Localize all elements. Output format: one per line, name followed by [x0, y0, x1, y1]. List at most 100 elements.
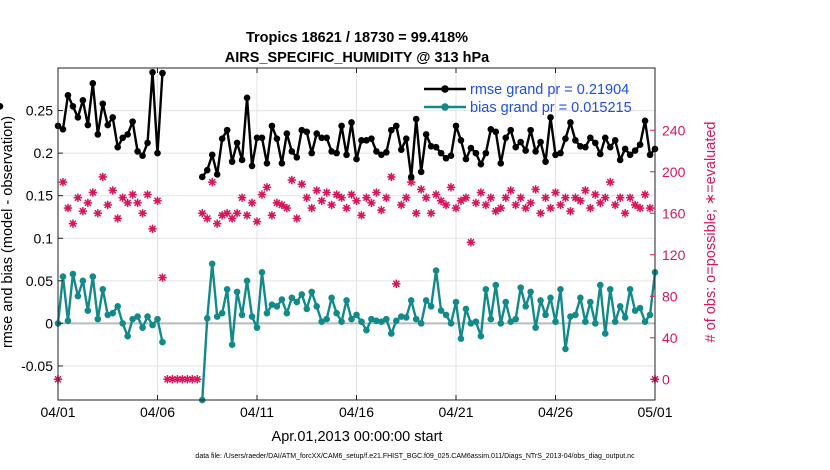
- obs-count-marker: [471, 198, 481, 208]
- rmse-point: [497, 160, 505, 167]
- rmse-point: [477, 160, 485, 168]
- obs-count-marker: [446, 183, 456, 192]
- obs-count-marker: [566, 206, 575, 216]
- obs-count-marker: [521, 203, 530, 213]
- obs-count-marker: [630, 200, 640, 210]
- bias-point: [552, 318, 559, 325]
- left-y-axis-ticks: -0.05 0 0.05 0.1 0.15 0.2 0.25: [21, 103, 63, 374]
- bias-point: [447, 320, 455, 327]
- rmse-point: [139, 152, 146, 159]
- obs-count-marker: [372, 188, 381, 197]
- rmse-point: [159, 69, 166, 77]
- obs-count-marker: [486, 193, 496, 202]
- bias-point: [268, 301, 276, 308]
- rmse-point: [338, 122, 345, 130]
- bias-point: [89, 273, 97, 280]
- bias-point: [64, 317, 72, 325]
- obs-count-marker: [237, 193, 247, 202]
- bias-point: [288, 294, 296, 302]
- obs-count-marker: [416, 185, 426, 194]
- rmse-point: [621, 145, 629, 153]
- obs-count-marker: [451, 203, 461, 213]
- rmse-point: [218, 135, 226, 142]
- obs-count-marker: [581, 186, 590, 195]
- obs-count-marker: [88, 188, 98, 197]
- rmse-point: [422, 131, 430, 138]
- bias-point: [343, 297, 350, 304]
- rmse-point: [407, 173, 415, 181]
- bias-point: [74, 292, 82, 300]
- obs-count-marker: [138, 209, 147, 218]
- bias-point: [144, 313, 151, 320]
- obs-count-marker: [208, 177, 217, 187]
- obs-count-marker: [322, 188, 331, 197]
- obs-count-marker: [108, 186, 117, 195]
- bias-point: [492, 281, 500, 289]
- obs-count-marker: [501, 193, 510, 202]
- obs-count-marker: [213, 219, 222, 228]
- rmse-point: [238, 156, 246, 164]
- rmse-point: [368, 135, 375, 142]
- rmse-point: [258, 134, 266, 142]
- bias-point: [621, 314, 629, 321]
- rmse-point: [572, 137, 579, 144]
- obs-count-marker: [466, 238, 476, 247]
- bias-point: [203, 314, 211, 322]
- obs-count-marker: [98, 172, 107, 182]
- rmse-point: [109, 114, 117, 121]
- obs-count-marker: [506, 186, 515, 195]
- bias-point: [457, 335, 465, 343]
- bias-point: [497, 320, 505, 327]
- obs-count-marker: [561, 193, 570, 202]
- bias-point: [248, 313, 256, 320]
- legend[interactable]: rmse grand pr = 0.21904 bias grand pr = …: [424, 82, 632, 116]
- legend-bias-marker: [441, 103, 449, 111]
- rmse-point: [542, 158, 549, 165]
- obs-count-marker: [58, 177, 68, 187]
- obs-count-marker: [267, 211, 277, 220]
- obs-count-marker: [307, 203, 316, 213]
- rmse-point: [592, 139, 599, 147]
- rmse-point: [293, 154, 301, 161]
- obs-count-marker: [397, 200, 406, 210]
- rmse-point: [487, 125, 495, 133]
- rmse-point: [253, 134, 261, 142]
- rmse-point: [233, 139, 241, 147]
- bias-point: [572, 311, 579, 319]
- bias-point: [358, 318, 365, 325]
- bias-point: [94, 315, 102, 323]
- bias-point: [134, 313, 141, 320]
- bias-point: [631, 307, 639, 314]
- bias-point: [601, 330, 609, 337]
- x-tick-label: 04/16: [339, 404, 374, 420]
- obs-count-marker: [611, 200, 620, 210]
- obs-count-marker: [252, 217, 262, 226]
- rmse-point: [587, 134, 594, 142]
- obs-count-marker: [536, 209, 545, 218]
- rmse-point: [278, 160, 286, 167]
- rmse-point: [69, 103, 77, 110]
- left-y-tick-label: 0.15: [26, 188, 53, 204]
- obs-count-marker: [347, 190, 356, 199]
- bias-point: [562, 345, 569, 353]
- obs-count-marker: [242, 211, 252, 220]
- left-y-tick-label: -0.05: [21, 358, 53, 374]
- rmse-point: [397, 146, 405, 154]
- obs-count-marker: [571, 193, 580, 202]
- rmse-point: [512, 143, 519, 151]
- obs-count-series: [53, 172, 660, 384]
- bias-point: [422, 297, 430, 304]
- rmse-point: [616, 156, 624, 164]
- chart-title-line1: Tropics 18621 / 18730 = 99.418%: [246, 30, 468, 46]
- obs-count-marker: [103, 200, 112, 210]
- obs-count-marker: [476, 188, 486, 197]
- bias-point: [338, 318, 345, 325]
- bias-point: [69, 270, 77, 278]
- rmse-point: [601, 134, 609, 142]
- rmse-point: [119, 134, 126, 142]
- bias-point: [596, 281, 604, 289]
- x-axis-label: Apr.01,2013 00:00:00 start: [272, 429, 443, 445]
- rmse-point: [507, 126, 515, 134]
- bias-point: [467, 320, 475, 327]
- bias-point: [537, 297, 544, 304]
